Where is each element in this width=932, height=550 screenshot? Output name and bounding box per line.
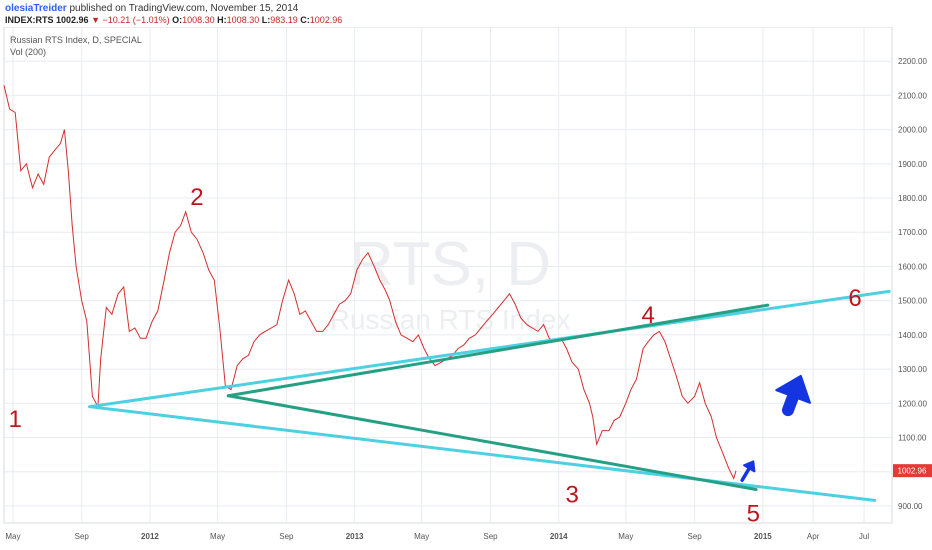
- last-price-tag: 1002.96: [893, 464, 932, 478]
- trendline: [88, 289, 891, 409]
- annotation-label: 2: [190, 184, 203, 211]
- last-price-label: 1002.96: [898, 467, 927, 476]
- y-tick-label: 1200.00: [898, 399, 927, 408]
- price-chart[interactable]: RTS, D Russian RTS Index Russian RTS Ind…: [0, 27, 932, 550]
- x-tick-label: 2012: [141, 532, 159, 541]
- trendline: [226, 394, 758, 491]
- x-tick-label: Sep: [75, 532, 90, 541]
- x-tick-label: May: [5, 532, 20, 541]
- x-tick-label: 2015: [754, 532, 772, 541]
- trendline: [226, 303, 770, 398]
- symbol-label: INDEX:RTS: [5, 15, 54, 25]
- y-tick-label: 1600.00: [898, 262, 927, 271]
- annotation-label: 6: [848, 285, 861, 312]
- open-value: 1008.30: [182, 15, 215, 25]
- y-tick-label: 1700.00: [898, 228, 927, 237]
- price-line: [3, 85, 737, 480]
- price-series: [3, 85, 737, 480]
- chart-title: Russian RTS Index, D, SPECIAL: [10, 35, 142, 45]
- annotation-label: 1: [9, 406, 22, 433]
- y-tick-label: 2000.00: [898, 126, 927, 135]
- y-tick-label: 900.00: [898, 502, 923, 511]
- y-tick-label: 2200.00: [898, 57, 927, 66]
- y-tick-label: 1400.00: [898, 331, 927, 340]
- arrows: [740, 374, 811, 482]
- y-tick-label: 1900.00: [898, 160, 927, 169]
- x-tick-label: 2014: [550, 532, 568, 541]
- y-tick-label: 1100.00: [898, 433, 927, 442]
- big-up-arrow-head: [775, 374, 811, 404]
- y-axis[interactable]: 900.001000.001100.001200.001300.001400.0…: [898, 57, 927, 511]
- open-label: O:: [172, 15, 183, 25]
- small-up-arrow-shaft: [740, 466, 751, 482]
- low-value: 983.19: [270, 15, 298, 25]
- close-value: 1002.96: [309, 15, 343, 25]
- author-link[interactable]: olesiaTreider: [5, 3, 67, 14]
- trendlines: [88, 289, 891, 502]
- annotation-label: 5: [747, 500, 760, 527]
- grid: [4, 27, 892, 523]
- publish-line: olesiaTreider published on TradingView.c…: [5, 3, 298, 14]
- x-tick-label: May: [210, 532, 225, 541]
- last-price-box: [893, 464, 932, 478]
- change-arrow-icon: ▼: [91, 15, 101, 25]
- y-tick-label: 1300.00: [898, 365, 927, 374]
- chart-subtitle: Vol (200): [10, 47, 46, 57]
- annotations: 1 2 3 4 5 6: [9, 184, 862, 527]
- watermark-name: Russian RTS Index: [330, 304, 571, 335]
- x-tick-label: Jul: [859, 532, 869, 541]
- y-tick-label: 2100.00: [898, 91, 927, 100]
- watermark-symbol: RTS, D: [349, 230, 551, 299]
- price-value: 1002.96: [56, 15, 89, 25]
- big-up-arrow-shaft: [781, 390, 800, 417]
- ohlc-values: O:1008.30 H:1008.30 L:983.19 C:1002.96: [172, 15, 342, 25]
- low-label: L:: [261, 15, 271, 25]
- x-tick-label: 2013: [346, 532, 364, 541]
- x-tick-label: Sep: [483, 532, 498, 541]
- y-tick-label: 1500.00: [898, 297, 927, 306]
- x-tick-label: Sep: [687, 532, 702, 541]
- y-tick-label: 1800.00: [898, 194, 927, 203]
- x-tick-label: Apr: [807, 532, 820, 541]
- x-tick-label: May: [618, 532, 633, 541]
- plot-area[interactable]: [3, 27, 893, 524]
- close-label: C:: [300, 15, 310, 25]
- x-tick-label: Sep: [279, 532, 294, 541]
- publish-info: published on TradingView.com, November 1…: [69, 3, 299, 14]
- watermark: RTS, D Russian RTS Index: [330, 230, 571, 335]
- small-up-arrow-head: [743, 460, 756, 473]
- x-tick-label: May: [414, 532, 429, 541]
- chart-header: olesiaTreider published on TradingView.c…: [0, 0, 932, 27]
- annotation-label: 3: [565, 481, 578, 508]
- annotation-label: 4: [642, 302, 655, 329]
- x-axis[interactable]: May Sep 2012 May Sep 2013 May Sep 2014 May Sep 2015…: [5, 532, 869, 541]
- change-value: −10.21 (−1.01%): [102, 15, 170, 25]
- high-value: 1008.30: [226, 15, 260, 25]
- quote-line: INDEX:RTS 1002.96 ▼ −10.21 (−1.01%) O:10…: [5, 15, 342, 25]
- trendline: [88, 405, 877, 502]
- high-label: H:: [217, 15, 227, 25]
